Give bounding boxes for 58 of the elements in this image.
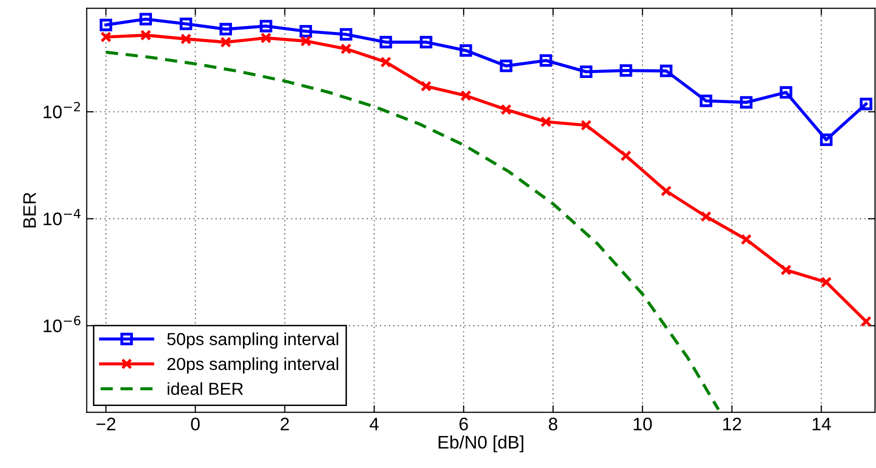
point [300,35,312,47]
point [420,36,432,48]
point [260,32,272,44]
point [580,65,592,78]
y-tick-label: 10$^{−6}$ [44,316,80,332]
point [780,264,792,276]
point [700,94,712,108]
point [620,64,632,77]
point [380,56,392,68]
x-tick-label: 6 [460,418,468,430]
point [220,36,232,48]
legend-label: 20ps sampling interval [167,357,338,374]
x-tick-label: 12 [723,418,742,430]
x-axis-title: Eb/N0 [dB] [438,435,524,452]
y-axis-title: BER [23,192,36,228]
point [540,116,552,128]
point [340,43,352,54]
point [140,30,152,41]
point [580,120,592,131]
point [860,316,872,327]
point [740,234,752,245]
point [660,64,672,78]
point [380,36,392,48]
point [660,185,672,197]
point [139,12,152,26]
x-tick-label: 2 [280,418,289,430]
point [260,20,272,32]
point [540,54,552,67]
point [100,31,112,43]
point [860,98,872,110]
x-tick-label: 0 [191,418,200,430]
point [500,60,512,72]
point [620,150,632,162]
point [300,25,312,38]
point [180,33,192,44]
legend-label: ideal BER [168,382,243,395]
point [460,90,472,102]
x-tick-label: 10 [634,418,652,430]
point [460,44,472,57]
legend-label: 50ps sampling interval [167,332,338,349]
point [740,96,752,109]
line-series [104,50,720,412]
x-tick-label: 8 [548,418,558,430]
x-tick-label: 4 [370,418,379,430]
x-tick-label: −2 [96,418,116,430]
point [780,86,792,99]
point [820,133,833,146]
point [100,18,112,32]
x-tick-label: 14 [812,418,831,430]
point [420,80,432,92]
y-tick-label: 10$^{−2}$ [44,102,80,118]
point [220,22,232,36]
y-tick-label: 10$^{−4}$ [44,209,80,226]
point [820,276,832,288]
point [180,18,192,30]
point [700,210,712,222]
point [340,28,352,41]
point [500,104,512,116]
